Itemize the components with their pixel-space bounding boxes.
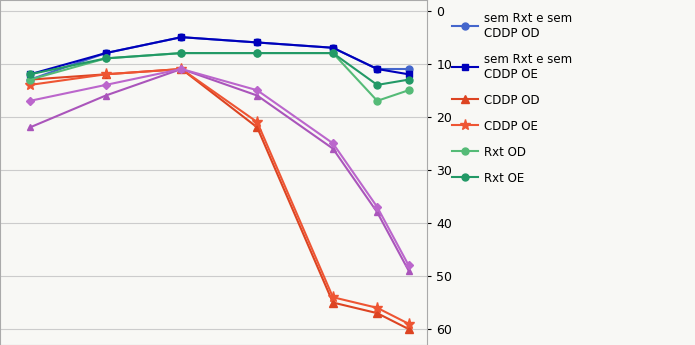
sem Rxt e sem
CDDP OE	[329, 46, 337, 50]
CDDP OE	[329, 295, 337, 299]
sem Rxt e sem
CDDP OE	[253, 40, 261, 45]
CDDP OE	[373, 306, 382, 310]
Rxt OD	[329, 51, 337, 55]
Line: CDDP OE: CDDP OE	[24, 63, 414, 329]
sem Rxt e sem
CDDP OE	[177, 35, 186, 39]
CDDP OD	[177, 67, 186, 71]
Rxt OE	[177, 51, 186, 55]
CDDP OD	[101, 72, 110, 76]
Legend: sem Rxt e sem
CDDP OD, sem Rxt e sem
CDDP OE, CDDP OD, CDDP OE, Rxt OD, Rxt OE: sem Rxt e sem CDDP OD, sem Rxt e sem CDD…	[448, 7, 577, 189]
Rxt OD	[101, 56, 110, 60]
CDDP OD	[329, 300, 337, 305]
Rxt OE	[329, 51, 337, 55]
sem Rxt e sem
CDDP OE	[26, 72, 34, 76]
sem Rxt e sem
CDDP OD	[177, 35, 186, 39]
Rxt OE	[253, 51, 261, 55]
sem Rxt e sem
CDDP OD	[373, 67, 382, 71]
sem Rxt e sem
CDDP OE	[404, 72, 413, 76]
Rxt OD	[373, 99, 382, 103]
Rxt OE	[373, 83, 382, 87]
CDDP OD	[404, 327, 413, 331]
Line: sem Rxt e sem
CDDP OE: sem Rxt e sem CDDP OE	[26, 34, 412, 78]
CDDP OE	[177, 67, 186, 71]
sem Rxt e sem
CDDP OD	[329, 46, 337, 50]
CDDP OE	[253, 120, 261, 124]
sem Rxt e sem
CDDP OD	[26, 78, 34, 82]
CDDP OE	[101, 72, 110, 76]
Rxt OE	[26, 72, 34, 76]
Rxt OD	[177, 51, 186, 55]
Rxt OE	[101, 56, 110, 60]
Rxt OE	[404, 78, 413, 82]
CDDP OE	[26, 83, 34, 87]
CDDP OE	[404, 322, 413, 326]
CDDP OD	[253, 125, 261, 129]
Line: Rxt OE: Rxt OE	[26, 50, 412, 88]
Line: sem Rxt e sem
CDDP OD: sem Rxt e sem CDDP OD	[26, 34, 412, 83]
Rxt OD	[404, 88, 413, 92]
Line: CDDP OD: CDDP OD	[26, 65, 413, 333]
CDDP OD	[373, 311, 382, 315]
Rxt OD	[253, 51, 261, 55]
sem Rxt e sem
CDDP OE	[101, 51, 110, 55]
sem Rxt e sem
CDDP OD	[404, 67, 413, 71]
sem Rxt e sem
CDDP OE	[373, 67, 382, 71]
Line: Rxt OD: Rxt OD	[26, 50, 412, 104]
CDDP OD	[26, 78, 34, 82]
Rxt OD	[26, 78, 34, 82]
sem Rxt e sem
CDDP OD	[101, 51, 110, 55]
sem Rxt e sem
CDDP OD	[253, 40, 261, 45]
